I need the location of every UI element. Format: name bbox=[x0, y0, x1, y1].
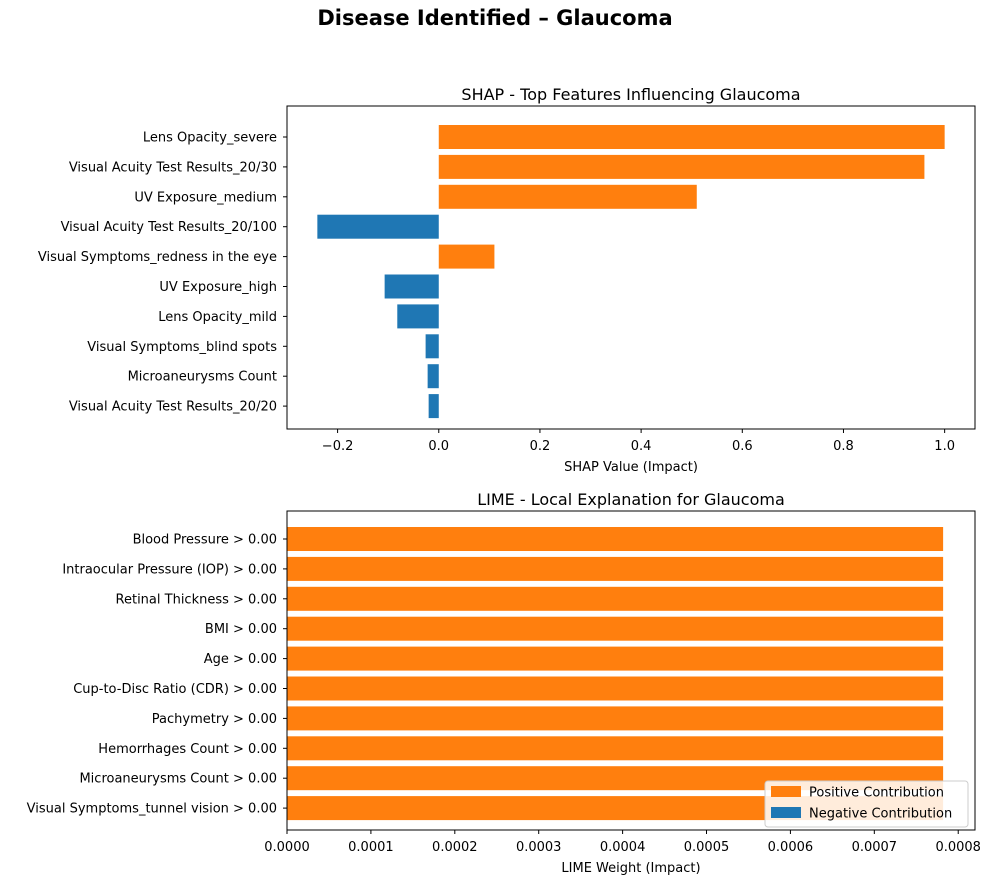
lime-ytick-label: Cup-to-Disc Ratio (CDR) > 0.00 bbox=[73, 682, 277, 697]
shap-ytick-label: Visual Symptoms_blind spots bbox=[87, 340, 277, 355]
shap-ytick-label: Lens Opacity_mild bbox=[158, 310, 277, 325]
shap-ytick-label: Visual Acuity Test Results_20/20 bbox=[69, 400, 277, 415]
lime-ytick-label: BMI > 0.00 bbox=[205, 622, 277, 637]
lime-xaxis-label: LIME Weight (Impact) bbox=[561, 861, 700, 876]
shap-ytick-label: UV Exposure_high bbox=[159, 280, 277, 295]
legend-label: Negative Contribution bbox=[809, 807, 952, 822]
legend-label: Positive Contribution bbox=[809, 786, 944, 801]
shap-ytick-label: UV Exposure_medium bbox=[134, 190, 277, 205]
lime-xtick-label: 0.0004 bbox=[600, 840, 646, 855]
lime-ytick-label: Microaneurysms Count > 0.00 bbox=[79, 772, 277, 787]
lime-bar bbox=[287, 706, 944, 731]
shap-ytick-label: Visual Acuity Test Results_20/30 bbox=[69, 160, 277, 175]
legend-box bbox=[764, 780, 969, 828]
shap-bar bbox=[438, 125, 945, 149]
shap-bar bbox=[397, 304, 439, 329]
lime-ytick-label: Pachymetry > 0.00 bbox=[152, 712, 277, 727]
shap-bar bbox=[427, 364, 439, 389]
lime-axes-frame bbox=[286, 510, 976, 831]
lime-bar bbox=[287, 616, 944, 641]
lime-bar bbox=[287, 527, 944, 551]
shap-chart-title: SHAP - Top Features Influencing Glaucoma bbox=[461, 85, 800, 104]
lime-xtick-label: 0.0001 bbox=[348, 840, 394, 855]
lime-xtick-label: 0.0008 bbox=[935, 840, 981, 855]
legend-swatch bbox=[771, 786, 801, 797]
legend-swatch bbox=[771, 807, 801, 818]
shap-xtick-label: 0.2 bbox=[530, 439, 551, 454]
lime-xtick-label: 0.0007 bbox=[852, 840, 898, 855]
lime-bar bbox=[287, 586, 944, 611]
shap-xtick-label: 0.6 bbox=[732, 439, 753, 454]
shap-ytick-label: Lens Opacity_severe bbox=[143, 131, 277, 146]
lime-ytick-label: Intraocular Pressure (IOP) > 0.00 bbox=[62, 562, 277, 577]
lime-chart-title: LIME - Local Explanation for Glaucoma bbox=[477, 490, 785, 509]
shap-bar bbox=[438, 244, 495, 269]
shap-xtick-label: −0.2 bbox=[322, 439, 354, 454]
figure-title: Disease Identified – Glaucoma bbox=[317, 6, 673, 30]
shap-xtick-label: 0.8 bbox=[833, 439, 854, 454]
lime-xtick-label: 0.0000 bbox=[264, 840, 310, 855]
lime-xtick-label: 0.0002 bbox=[432, 840, 478, 855]
lime-chart: LIME - Local Explanation for Glaucoma Blo… bbox=[27, 490, 981, 876]
lime-xtick-label: 0.0005 bbox=[684, 840, 730, 855]
lime-ytick-label: Age > 0.00 bbox=[204, 652, 277, 667]
shap-bar bbox=[438, 184, 697, 209]
shap-bar bbox=[425, 334, 439, 359]
lime-xtick-label: 0.0003 bbox=[516, 840, 562, 855]
shap-bar bbox=[428, 394, 439, 419]
lime-bar bbox=[287, 676, 944, 701]
lime-xtick-label: 0.0006 bbox=[768, 840, 814, 855]
lime-ytick-label: Blood Pressure > 0.00 bbox=[133, 533, 277, 548]
shap-xtick-label: 1.0 bbox=[934, 439, 955, 454]
lime-bar bbox=[287, 736, 944, 761]
lime-legend: Positive Contribution Negative Contributi… bbox=[764, 780, 969, 828]
shap-xtick-label: 0.0 bbox=[428, 439, 449, 454]
shap-bar bbox=[317, 214, 439, 239]
shap-bar bbox=[384, 274, 439, 299]
lime-ytick-label: Visual Symptoms_tunnel vision > 0.00 bbox=[27, 802, 277, 817]
shap-ytick-label: Microaneurysms Count bbox=[128, 370, 277, 385]
lime-ytick-label: Hemorrhages Count > 0.00 bbox=[98, 742, 277, 757]
shap-xtick-label: 0.4 bbox=[631, 439, 652, 454]
lime-ytick-label: Retinal Thickness > 0.00 bbox=[116, 592, 277, 607]
shap-axes-frame bbox=[286, 105, 976, 430]
shap-ytick-label: Visual Symptoms_redness in the eye bbox=[38, 250, 277, 265]
shap-xaxis-label: SHAP Value (Impact) bbox=[564, 460, 698, 475]
shap-ytick-label: Visual Acuity Test Results_20/100 bbox=[61, 220, 277, 235]
lime-bar bbox=[287, 646, 944, 671]
shap-chart: SHAP - Top Features Influencing Glaucoma… bbox=[38, 85, 976, 475]
shap-bar bbox=[438, 154, 925, 179]
lime-bar bbox=[287, 556, 944, 581]
